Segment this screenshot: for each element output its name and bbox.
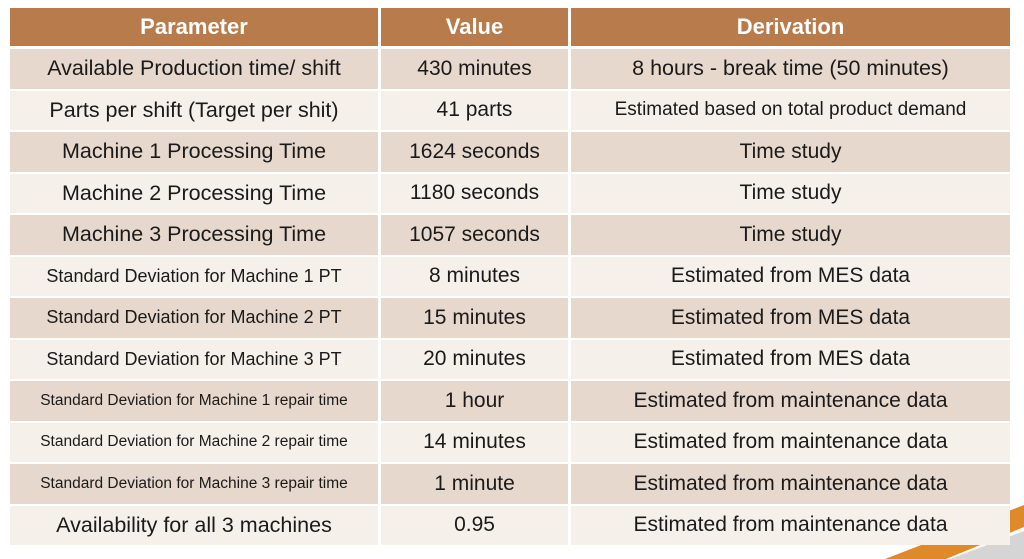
value-cell: 1 minute — [381, 464, 568, 504]
table-row: Standard Deviation for Machine 3 PT 20 m… — [10, 339, 1010, 379]
derivation-cell: Time study — [571, 173, 1010, 213]
value-cell: 1 hour — [381, 381, 568, 421]
value-cell: 20 minutes — [381, 339, 568, 379]
value-cell: 15 minutes — [381, 298, 568, 338]
param-cell: Standard Deviation for Machine 2 PT — [10, 298, 378, 338]
derivation-cell: Estimated from maintenance data — [571, 381, 1010, 421]
derivation-cell: Estimated from MES data — [571, 298, 1010, 338]
param-cell: Standard Deviation for Machine 1 repair … — [10, 381, 378, 421]
table-row: Availability for all 3 machines 0.95 Est… — [10, 505, 1010, 545]
table-row: Parts per shift (Target per shit) 41 par… — [10, 90, 1010, 130]
value-cell: 14 minutes — [381, 422, 568, 462]
param-cell: Standard Deviation for Machine 3 repair … — [10, 464, 378, 504]
table-header-row: Parameter Value Derivation — [10, 8, 1010, 46]
table-row: Standard Deviation for Machine 1 PT 8 mi… — [10, 256, 1010, 296]
value-cell: 41 parts — [381, 90, 568, 130]
derivation-cell: 8 hours - break time (50 minutes) — [571, 49, 1010, 89]
table-row: Standard Deviation for Machine 2 PT 15 m… — [10, 298, 1010, 338]
table-row: Available Production time/ shift 430 min… — [10, 49, 1010, 89]
table-row: Standard Deviation for Machine 2 repair … — [10, 422, 1010, 462]
param-cell: Availability for all 3 machines — [10, 505, 378, 545]
derivation-cell: Estimated from MES data — [571, 256, 1010, 296]
table-row: Standard Deviation for Machine 1 repair … — [10, 381, 1010, 421]
table-row: Standard Deviation for Machine 3 repair … — [10, 464, 1010, 504]
parameter-table: Parameter Value Derivation Available Pro… — [10, 8, 1010, 547]
table-row: Machine 3 Processing Time 1057 seconds T… — [10, 215, 1010, 255]
value-cell: 0.95 — [381, 505, 568, 545]
param-cell: Available Production time/ shift — [10, 49, 378, 89]
table-row: Machine 2 Processing Time 1180 seconds T… — [10, 173, 1010, 213]
derivation-cell: Estimated based on total product demand — [571, 90, 1010, 130]
column-header-value: Value — [381, 8, 568, 46]
param-cell: Standard Deviation for Machine 3 PT — [10, 339, 378, 379]
column-header-parameter: Parameter — [10, 8, 378, 46]
param-cell: Standard Deviation for Machine 2 repair … — [10, 422, 378, 462]
derivation-cell: Time study — [571, 132, 1010, 172]
param-cell: Machine 1 Processing Time — [10, 132, 378, 172]
param-cell: Machine 2 Processing Time — [10, 173, 378, 213]
param-cell: Standard Deviation for Machine 1 PT — [10, 256, 378, 296]
derivation-cell: Estimated from MES data — [571, 339, 1010, 379]
derivation-cell: Time study — [571, 215, 1010, 255]
param-cell: Machine 3 Processing Time — [10, 215, 378, 255]
column-header-derivation: Derivation — [571, 8, 1010, 46]
derivation-cell: Estimated from maintenance data — [571, 422, 1010, 462]
value-cell: 1180 seconds — [381, 173, 568, 213]
table-row: Machine 1 Processing Time 1624 seconds T… — [10, 132, 1010, 172]
derivation-cell: Estimated from maintenance data — [571, 505, 1010, 545]
value-cell: 430 minutes — [381, 49, 568, 89]
value-cell: 1624 seconds — [381, 132, 568, 172]
value-cell: 8 minutes — [381, 256, 568, 296]
derivation-cell: Estimated from maintenance data — [571, 464, 1010, 504]
param-cell: Parts per shift (Target per shit) — [10, 90, 378, 130]
value-cell: 1057 seconds — [381, 215, 568, 255]
